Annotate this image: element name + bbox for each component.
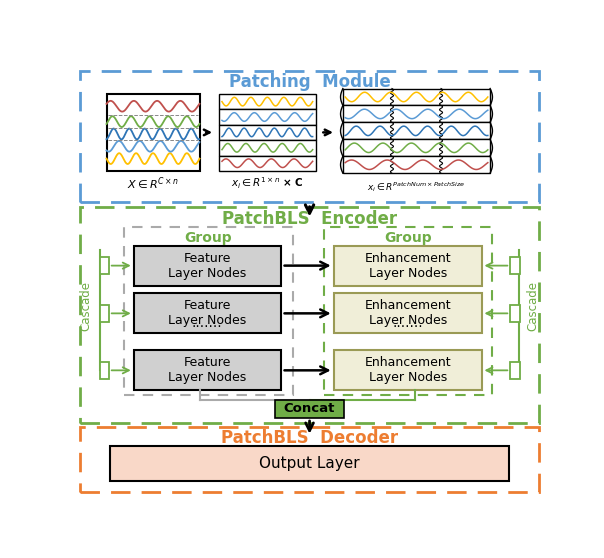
Text: $x_i\in R^{PatchNum\times PatchSize}$: $x_i\in R^{PatchNum\times PatchSize}$ [367,180,466,194]
Text: Feature
Layer Nodes: Feature Layer Nodes [168,252,246,280]
Text: $x_i\in R^{1\times n}$ $\mathbf{\times}$ $\mathbf{C}$: $x_i\in R^{1\times n}$ $\mathbf{\times}$… [231,175,304,191]
Bar [133,294,281,333]
Bar [219,124,316,140]
Bar [275,400,344,418]
Text: Enhancement
Layer Nodes: Enhancement Layer Nodes [365,357,451,384]
Bar [219,140,316,156]
Bar [80,71,539,201]
Text: Group: Group [384,231,432,245]
Text: $X\in R^{C\times n}$: $X\in R^{C\times n}$ [127,175,179,191]
Bar [124,227,292,395]
Bar [343,105,490,122]
Text: Output Layer: Output Layer [259,456,360,471]
Bar [335,294,481,333]
Bar [133,246,281,286]
Text: Group: Group [184,231,232,245]
Text: Patching  Module: Patching Module [229,73,390,92]
Text: Enhancement
Layer Nodes: Enhancement Layer Nodes [365,252,451,280]
Text: .......: ....... [192,316,222,330]
Bar [510,257,519,274]
Bar [111,446,509,481]
Text: Cascade: Cascade [526,281,539,331]
Text: Feature
Layer Nodes: Feature Layer Nodes [168,299,246,328]
Bar [100,362,109,379]
Bar [335,246,481,286]
Bar [343,89,490,105]
Bar [80,207,539,423]
Bar [219,156,316,171]
Bar [343,156,490,173]
Text: Enhancement
Layer Nodes: Enhancement Layer Nodes [365,299,451,328]
Bar [324,227,492,395]
Text: Cascade: Cascade [80,281,93,331]
Text: .......: ....... [393,316,423,330]
Bar [510,362,519,379]
Bar [100,257,109,274]
Text: Concat: Concat [284,402,335,415]
Bar [80,427,539,492]
Bar [343,122,490,140]
Text: PatchBLS  Decoder: PatchBLS Decoder [221,429,398,447]
Text: PatchBLS  Encoder: PatchBLS Encoder [222,210,397,228]
Bar [219,94,316,109]
Bar [343,140,490,156]
Bar [335,350,481,391]
Bar [219,109,316,124]
Bar [133,350,281,391]
Bar [106,94,199,171]
Text: Feature
Layer Nodes: Feature Layer Nodes [168,357,246,384]
Bar [100,305,109,322]
Bar [510,305,519,322]
